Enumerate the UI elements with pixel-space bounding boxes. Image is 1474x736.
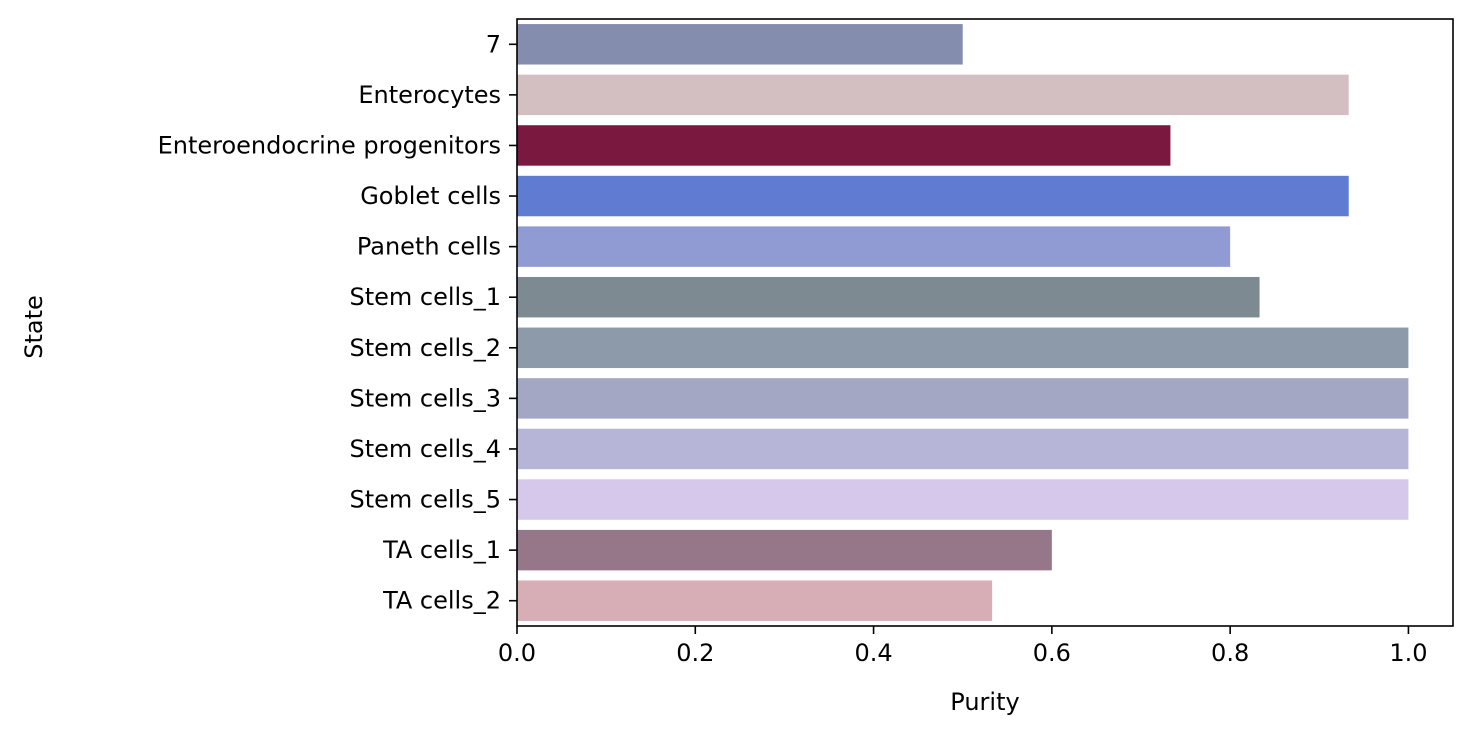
bar	[517, 529, 1052, 571]
bar	[517, 428, 1409, 470]
y-tick-label: 7	[486, 30, 501, 58]
y-tick-label: Stem cells_3	[350, 384, 502, 412]
bar	[517, 74, 1349, 116]
x-tick-label: 0.0	[498, 639, 536, 667]
bar	[517, 276, 1260, 318]
x-tick-label: 0.4	[854, 639, 892, 667]
y-axis-ticks: 7 Enterocytes Enteroendocrine progenitors G…	[158, 30, 517, 615]
bar	[517, 24, 963, 65]
y-tick-label: Stem cells_2	[350, 334, 502, 362]
y-tick-label: Stem cells_4	[350, 435, 502, 463]
x-axis-title: Purity	[950, 688, 1019, 716]
bar	[517, 378, 1409, 419]
y-tick-label: Enterocytes	[358, 81, 501, 109]
y-tick-label: TA cells_1	[382, 536, 501, 564]
bar	[517, 125, 1171, 166]
y-tick-label: Stem cells_1	[350, 283, 502, 311]
y-tick-label: TA cells_2	[382, 587, 501, 615]
y-tick-label: Paneth cells	[357, 233, 501, 261]
x-tick-label: 1.0	[1389, 639, 1427, 667]
y-axis-title: State	[20, 295, 48, 359]
y-tick-label: Goblet cells	[360, 182, 501, 210]
x-tick-label: 0.8	[1211, 639, 1249, 667]
bar	[517, 479, 1409, 520]
bar	[517, 580, 993, 621]
bar	[517, 327, 1409, 369]
x-tick-label: 0.6	[1033, 639, 1071, 667]
bar	[517, 175, 1349, 217]
bar	[517, 226, 1231, 267]
x-tick-label: 0.2	[676, 639, 714, 667]
x-axis-ticks: 0.0 0.2 0.4 0.6 0.8 1.0	[498, 626, 1428, 667]
y-tick-label: Enteroendocrine progenitors	[158, 131, 501, 159]
y-tick-label: Stem cells_5	[350, 486, 502, 514]
bars-group	[517, 24, 1409, 621]
plot-frame	[516, 18, 1454, 627]
